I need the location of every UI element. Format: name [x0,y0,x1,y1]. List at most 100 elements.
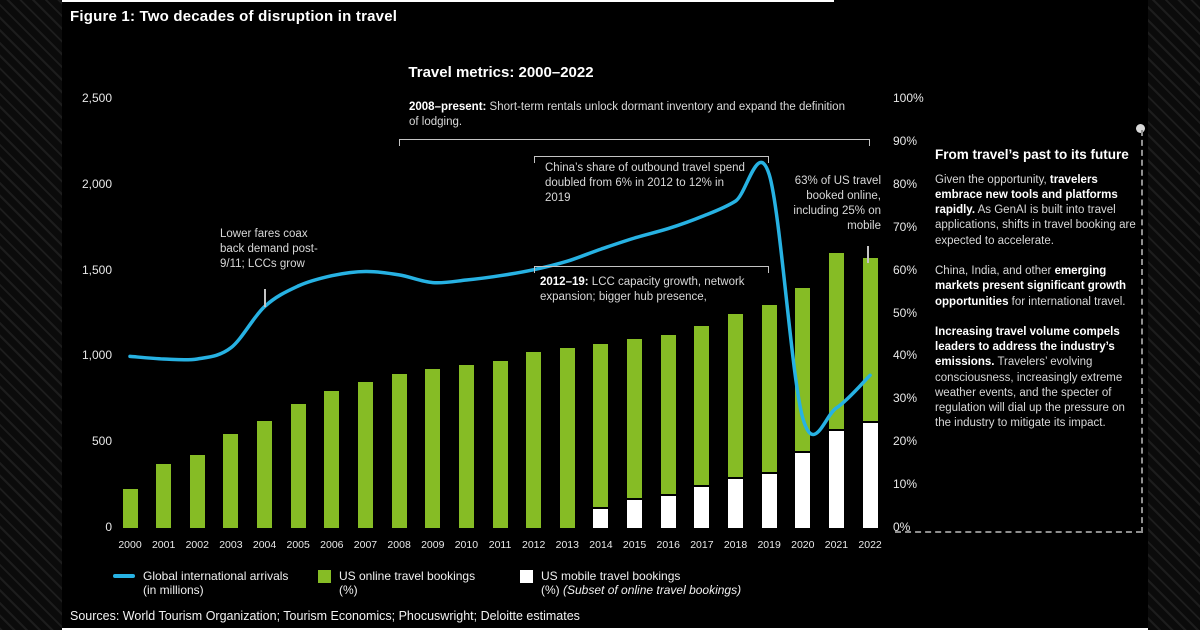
side-panel-heading: From travel’s past to its future [935,147,1129,162]
right-axis-tick-label: 40% [893,348,918,363]
legend-arrivals-line2: (in millions) [143,583,204,598]
online-bookings-bar [324,390,340,528]
x-axis-year-label: 2010 [454,539,479,551]
bracket-china-span [533,156,770,163]
legend: Global international arrivals (in millio… [62,569,892,603]
online-bookings-bar [156,463,172,528]
mobile-bookings-bar [660,493,676,528]
figure-title: Figure 1: Two decades of disruption in t… [70,8,398,25]
mobile-bookings-bar [828,429,844,528]
chart-title: Travel metrics: 2000–2022 [408,64,594,81]
side-panel: From travel’s past to its future Given t… [935,146,1140,447]
online-bookings-bar [257,420,273,528]
online-bookings-bar [223,433,239,528]
online-bookings-bar [189,455,205,528]
legend-item-mobile: US mobile travel bookings (%) (Subset of… [520,569,741,597]
legend-mobile-line2: (%) (Subset of online travel bookings) [541,583,742,598]
left-axis-tick-label: 2,000 [81,176,112,191]
x-axis-year-label: 2017 [690,539,714,551]
right-axis-tick-label: 70% [893,219,918,234]
x-axis-year-label: 2013 [555,539,579,551]
x-axis-year-label: 2005 [286,539,310,551]
mobile-bookings-bar [593,506,609,528]
left-axis-tick-label: 0 [105,520,112,534]
online-bar-swatch [318,570,331,583]
x-axis-year-label: 2012 [521,539,546,551]
top-divider [62,0,834,2]
left-axis-tick-label: 2,500 [81,91,112,105]
x-axis-year-label: 2020 [791,539,815,551]
right-axis-tick-label: 50% [893,305,918,320]
x-axis-year-label: 2000 [118,539,142,551]
x-axis-year-label: 2022 [858,539,882,551]
x-axis-year-label: 2009 [421,539,445,551]
side-panel-paragraph-genai: Given the opportunity, travelers embrace… [935,173,1136,247]
x-axis-year-label: 2016 [656,539,680,551]
x-axis-year-label: 2001 [151,539,176,551]
x-axis-year-label: 2015 [622,539,647,551]
legend-label-arrivals: Global international arrivals (in millio… [143,569,288,597]
mobile-bookings-bar [694,485,710,528]
legend-item-online: US online travel bookings (%) [318,569,475,597]
side-panel-paragraph-emissions: Increasing travel volume compels leaders… [935,325,1125,430]
x-axis-year-label: 2004 [252,539,277,551]
annotation-short-term-rentals: 2008–present: Short-term rentals unlock … [409,101,845,128]
left-axis-tick-label: 500 [91,434,112,449]
x-axis-year-label: 2007 [353,539,378,551]
online-bookings-bar [526,352,542,528]
online-bookings-bar [290,403,306,528]
legend-arrivals-line1: Global international arrivals [143,569,289,583]
x-axis-year-label: 2021 [824,539,849,551]
right-axis-tick-label: 0% [893,520,911,534]
mobile-bookings-bar [761,472,777,528]
arrivals-line-swatch [113,574,135,578]
x-axis-year-label: 2002 [185,539,209,551]
bracket-lcc-span [533,266,770,273]
x-axis-year-label: 2006 [320,539,344,551]
bracket-2008-present [399,139,871,146]
dashed-vertical-line [1141,130,1143,533]
right-axis-tick-label: 10% [893,477,918,492]
legend-label-online: US online travel bookings (%) [339,569,475,597]
mobile-bookings-bar [627,497,643,528]
right-axis-tick-label: 90% [893,133,918,148]
left-axis-tick-label: 1,000 [81,348,112,363]
x-axis-year-label: 2014 [589,539,613,551]
bottom-divider [62,628,1148,630]
dashed-horizontal-line [895,531,1142,533]
legend-mobile-line1: US mobile travel bookings [541,569,681,583]
online-bookings-bar [559,347,575,528]
annotation-lower-fares: Lower fares coax back demand post-9/11; … [220,228,318,270]
annotation-online-share: 63% of US travel booked online, includin… [793,175,881,232]
right-axis-tick-label: 60% [893,262,918,277]
right-axis-tick-label: 20% [893,434,918,449]
legend-online-line2: (%) [339,583,358,598]
x-axis-year-label: 2003 [219,539,243,551]
online-bookings-bar [593,343,609,528]
mobile-bar-swatch [520,570,533,583]
x-axis-year-label: 2019 [757,539,781,551]
online-bookings-bar [425,369,441,528]
mobile-bookings-bar [728,476,744,528]
side-panel-paragraph-emerging-markets: China, India, and other emerging markets… [935,264,1127,308]
online-share-pointer-line [867,246,869,263]
annotation-china-outbound: China’s share of outbound travel spend d… [545,162,745,204]
left-axis-tick-label: 1,500 [81,262,112,277]
online-bookings-bar [122,489,138,528]
x-axis-year-label: 2011 [488,539,512,551]
online-bookings-bar [391,373,407,528]
legend-label-mobile: US mobile travel bookings (%) (Subset of… [541,569,741,597]
mobile-bookings-bar [862,420,878,528]
online-bookings-bar [492,360,508,528]
online-bookings-bar [357,382,373,528]
mobile-bookings-bar [795,450,811,528]
timeline-dot [1136,124,1145,133]
online-bookings-bar [458,364,474,528]
legend-item-arrivals: Global international arrivals (in millio… [113,569,288,597]
legend-online-line1: US online travel bookings [339,569,476,583]
lower-fares-pointer-line [264,289,266,307]
right-axis-tick-label: 80% [893,176,918,191]
annotation-lcc-growth: 2012–19: LCC capacity growth, network ex… [540,276,745,303]
right-axis-tick-label: 30% [893,391,918,406]
x-axis-year-label: 2008 [387,539,411,551]
